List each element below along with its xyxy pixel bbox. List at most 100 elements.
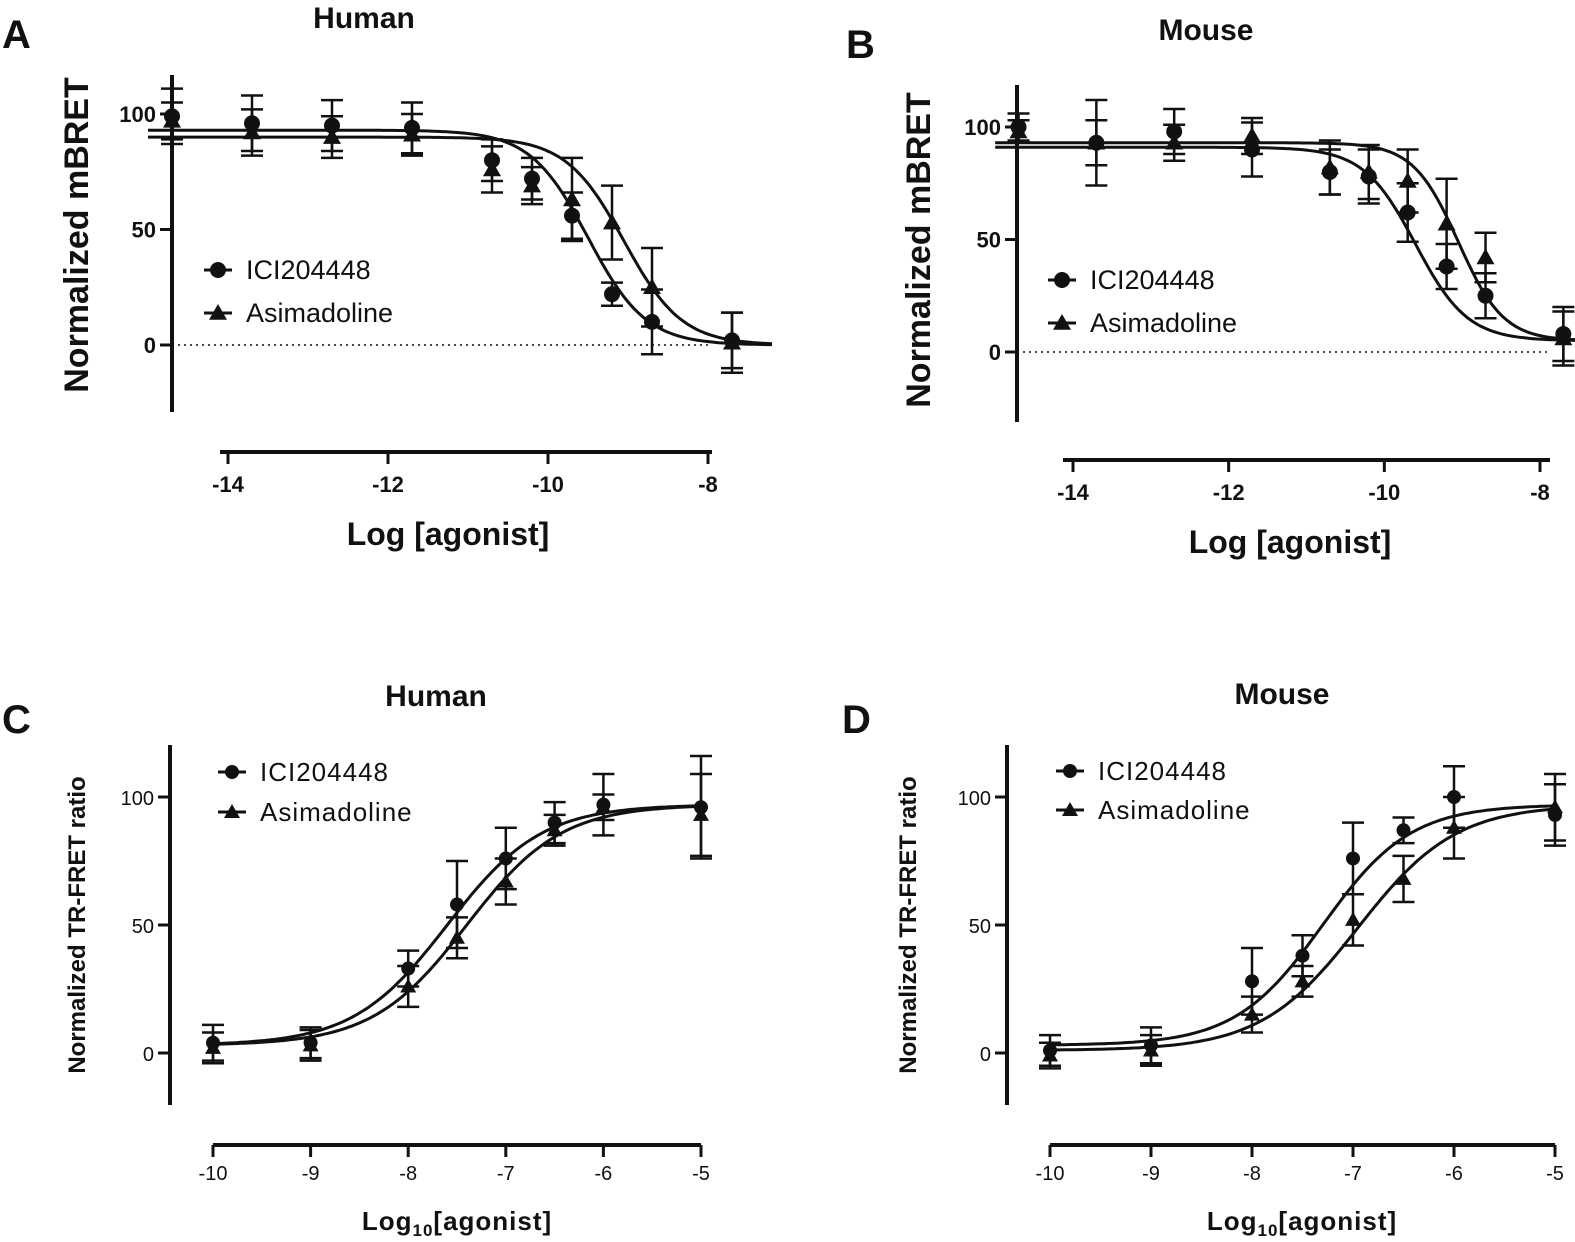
legend-marker-circle [1054, 272, 1070, 288]
data-point [450, 897, 464, 912]
data-point [1554, 329, 1573, 346]
x-tick-label: -5 [1546, 1163, 1564, 1185]
chart-title: Human [313, 2, 415, 35]
data-point [1243, 127, 1262, 143]
legend-label: ICI204448 [1098, 756, 1227, 786]
x-axis-label: Log [agonist] [1189, 524, 1392, 560]
x-tick-label: -14 [212, 472, 245, 497]
data-point [205, 1039, 221, 1054]
chart-title: Mouse [1234, 678, 1329, 711]
legend-label: ICI204448 [1090, 265, 1215, 295]
data-point [643, 278, 661, 294]
x-axis-label: Log10[agonist] [362, 1206, 552, 1240]
legend-item-ici204448: ICI204448 [1048, 265, 1215, 295]
data-point [483, 160, 501, 177]
data-point [163, 111, 181, 128]
data-point [723, 333, 741, 350]
data-point [400, 978, 417, 993]
data-point [1245, 974, 1259, 989]
x-tick-label: -8 [1243, 1163, 1261, 1185]
data-point [302, 1037, 319, 1052]
legend-marker-circle [1063, 764, 1077, 778]
y-tick-label: 50 [969, 916, 991, 938]
panel-b: B Mouse 0 50 100 Normalized mBRET -14 -12 -10 -8 L… [846, 14, 1575, 560]
legend-label: Asimadoline [1090, 308, 1237, 338]
x-tick-label: -6 [595, 1163, 613, 1185]
y-tick-label: 0 [143, 1044, 154, 1066]
legend-marker-triangle [209, 304, 227, 320]
legend-item-asimadoline: Asimadoline [218, 797, 412, 827]
y-axis-label: Normalized mBRET [58, 77, 96, 393]
data-point [323, 128, 341, 144]
series-asimadoline [202, 772, 712, 1065]
panel-a: A Human 0 50 100 Normalized mBRET -14 -12 -10 -8 L… [2, 2, 773, 552]
legend-item-asimadoline: Asimadoline [1056, 795, 1251, 825]
data-point [1143, 1042, 1159, 1057]
y-tick-label: 0 [989, 340, 1001, 365]
data-point [403, 125, 421, 142]
panel-letter: D [842, 698, 871, 742]
data-point [1476, 248, 1495, 265]
x-tick-label: -10 [1368, 480, 1400, 505]
data-point [604, 286, 620, 303]
data-point [1345, 911, 1361, 926]
y-tick-label: 0 [980, 1044, 991, 1066]
data-point [595, 799, 612, 814]
x-tick-label: -10 [532, 472, 564, 497]
y-tick-label: 100 [958, 788, 991, 810]
legend-item-asimadoline: Asimadoline [204, 298, 393, 328]
x-tick-label: -5 [692, 1163, 710, 1185]
panel-letter: C [2, 698, 31, 742]
data-point [563, 190, 581, 207]
x-axis-label-base: Log [1207, 1206, 1258, 1236]
x-tick-label: -10 [1036, 1163, 1065, 1185]
x-axis-label-rest: [agonist] [433, 1206, 552, 1236]
series-ici204448 [148, 87, 772, 370]
x-axis-label-sub: 10 [412, 1221, 433, 1240]
legend-marker-triangle [1062, 802, 1078, 816]
chart-title: Mouse [1158, 14, 1253, 47]
y-axis-label: Normalized TR-FRET ratio [64, 776, 91, 1073]
data-point [1396, 823, 1411, 838]
legend-label: ICI204448 [246, 255, 371, 285]
fit-curve [1050, 804, 1556, 1047]
data-point [603, 213, 621, 230]
data-point [1446, 819, 1462, 834]
data-point [693, 806, 709, 821]
legend-label: Asimadoline [246, 298, 393, 328]
data-point [1087, 133, 1106, 150]
x-tick-label: -7 [1344, 1163, 1362, 1185]
x-axis-label-base: Log [362, 1206, 413, 1236]
legend-marker-circle [225, 765, 239, 779]
x-tick-label: -14 [1057, 480, 1090, 505]
x-tick-label: -8 [698, 472, 718, 497]
data-point [449, 929, 465, 944]
x-tick-label: -6 [1445, 1163, 1463, 1185]
x-tick-label: -9 [302, 1163, 320, 1185]
data-point [1320, 158, 1339, 175]
data-point [1398, 172, 1417, 188]
legend-item-asimadoline: Asimadoline [1048, 308, 1237, 338]
series-asimadoline [1039, 772, 1566, 1070]
data-point [1042, 1047, 1058, 1062]
x-tick-label: -12 [1213, 480, 1245, 505]
data-point [497, 873, 514, 888]
x-axis-label-sub: 10 [1257, 1221, 1278, 1240]
x-axis-label: Log10[agonist] [1207, 1206, 1397, 1240]
x-axis-label-rest: [agonist] [1278, 1206, 1397, 1236]
data-point [1346, 851, 1360, 866]
y-tick-label: 50 [977, 228, 1001, 253]
series-asimadoline [148, 101, 773, 374]
y-axis-label: Normalized mBRET [900, 92, 938, 408]
x-tick-label: -7 [497, 1163, 515, 1185]
legend-item-ici204448: ICI204448 [204, 255, 371, 285]
data-point [1437, 214, 1456, 231]
panel-letter: B [846, 23, 875, 67]
y-axis-label: Normalized TR-FRET ratio [895, 776, 922, 1073]
data-point [1295, 948, 1310, 963]
legend-item-ici204448: ICI204448 [218, 757, 388, 787]
legend-label: Asimadoline [1098, 795, 1251, 825]
data-point [546, 822, 563, 837]
x-axis-label: Log [agonist] [347, 516, 550, 552]
chart-title: Human [385, 680, 487, 713]
